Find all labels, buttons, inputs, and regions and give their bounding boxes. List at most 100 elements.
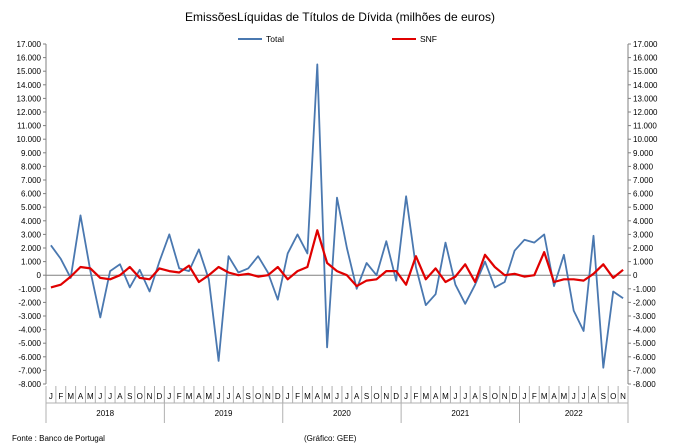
right-tick-label: 2.000 [633, 244, 654, 253]
month-tick-label: S [364, 392, 369, 401]
left-tick-label: -4.000 [18, 326, 41, 335]
month-tick-label: M [304, 392, 311, 401]
left-tick-label: 8.000 [21, 162, 42, 171]
month-tick-label: M [186, 392, 193, 401]
month-tick-label: J [98, 392, 102, 401]
right-tick-label: 16.000 [633, 54, 658, 63]
month-tick-label: F [58, 392, 63, 401]
month-tick-label: J [286, 392, 290, 401]
right-tick-label: 6.000 [633, 190, 654, 199]
legend-total-label: Total [266, 34, 284, 44]
right-tick-label: -8.000 [633, 380, 656, 389]
month-tick-label: A [591, 392, 597, 401]
month-tick-label: J [167, 392, 171, 401]
left-tick-label: 17.000 [17, 40, 42, 49]
month-tick-label: S [482, 392, 487, 401]
month-tick-label: J [226, 392, 230, 401]
month-tick-label: N [147, 392, 153, 401]
month-tick-label: A [196, 392, 202, 401]
month-tick-label: F [177, 392, 182, 401]
right-tick-label: -4.000 [633, 326, 656, 335]
month-tick-label: M [442, 392, 449, 401]
month-tick-label: A [354, 392, 360, 401]
left-tick-label: 0 [37, 271, 42, 280]
month-tick-label: A [236, 392, 242, 401]
month-tick-label: A [315, 392, 321, 401]
right-tick-label: 12.000 [633, 108, 658, 117]
left-tick-label: 6.000 [21, 190, 42, 199]
left-tick-label: 12.000 [17, 108, 42, 117]
month-tick-label: J [217, 392, 221, 401]
left-tick-label: 9.000 [21, 149, 42, 158]
series-layer [50, 63, 624, 369]
month-tick-label: J [49, 392, 53, 401]
left-tick-label: 16.000 [17, 54, 42, 63]
month-tick-label: O [492, 392, 498, 401]
left-tick-label: 14.000 [17, 81, 42, 90]
month-tick-label: N [265, 392, 271, 401]
month-tick-label: J [345, 392, 349, 401]
series-snf-line [50, 229, 624, 289]
right-tick-label: 15.000 [633, 67, 658, 76]
month-tick-label: D [393, 392, 399, 401]
month-tick-label: J [453, 392, 457, 401]
month-tick-label: A [551, 392, 557, 401]
month-tick-label: M [324, 392, 331, 401]
month-tick-label: N [502, 392, 508, 401]
month-tick-label: M [205, 392, 212, 401]
left-y-axis: 17.000 16.000 15.000 14.000 13.000 12.000 11.0… [17, 40, 46, 389]
left-tick-label: -2.000 [18, 298, 41, 307]
right-tick-label: -1.000 [633, 285, 656, 294]
left-tick-label: -5.000 [18, 339, 41, 348]
month-tick-label: M [541, 392, 548, 401]
left-tick-label: 1.000 [21, 258, 42, 267]
year-label: 2021 [451, 409, 469, 418]
year-label: 2019 [215, 409, 233, 418]
month-tick-label: S [246, 392, 251, 401]
right-tick-label: 8.000 [633, 162, 654, 171]
left-tick-label: -8.000 [18, 380, 41, 389]
source-note: Fonte : Banco de Portugal [12, 434, 105, 443]
month-tick-label: J [572, 392, 576, 401]
month-tick-label: F [295, 392, 300, 401]
right-tick-label: 17.000 [633, 40, 658, 49]
month-tick-label: J [463, 392, 467, 401]
chart-credit: (Gráfico: GEE) [304, 434, 357, 443]
left-tick-label: -3.000 [18, 312, 41, 321]
right-tick-label: -3.000 [633, 312, 656, 321]
month-tick-label: F [532, 392, 537, 401]
year-label: 2022 [565, 409, 583, 418]
month-tick-label: D [512, 392, 518, 401]
month-tick-label: O [610, 392, 616, 401]
series-total-line [50, 63, 624, 369]
plot-area [45, 44, 629, 384]
month-tick-label: D [157, 392, 163, 401]
month-tick-label: J [522, 392, 526, 401]
right-tick-label: -5.000 [633, 339, 656, 348]
month-tick-label: O [137, 392, 143, 401]
month-tick-label: M [87, 392, 94, 401]
left-tick-label: -1.000 [18, 285, 41, 294]
right-tick-label: 1.000 [633, 258, 654, 267]
month-tick-label: O [255, 392, 261, 401]
right-tick-label: 3.000 [633, 230, 654, 239]
month-tick-label: J [582, 392, 586, 401]
month-tick-label: A [472, 392, 478, 401]
month-tick-label: F [413, 392, 418, 401]
month-tick-label: D [275, 392, 281, 401]
right-tick-label: -7.000 [633, 366, 656, 375]
right-tick-label: -2.000 [633, 298, 656, 307]
right-tick-label: 4.000 [633, 217, 654, 226]
legend-snf-label: SNF [420, 34, 437, 44]
year-label: 2018 [96, 409, 114, 418]
month-tick-label: M [561, 392, 568, 401]
right-tick-label: 9.000 [633, 149, 654, 158]
right-tick-label: 5.000 [633, 203, 654, 212]
month-tick-label: N [620, 392, 626, 401]
right-tick-label: -6.000 [633, 353, 656, 362]
month-tick-label: A [433, 392, 439, 401]
chart-legend: Total SNF [238, 34, 437, 44]
month-tick-label: J [108, 392, 112, 401]
left-tick-label: 5.000 [21, 203, 42, 212]
